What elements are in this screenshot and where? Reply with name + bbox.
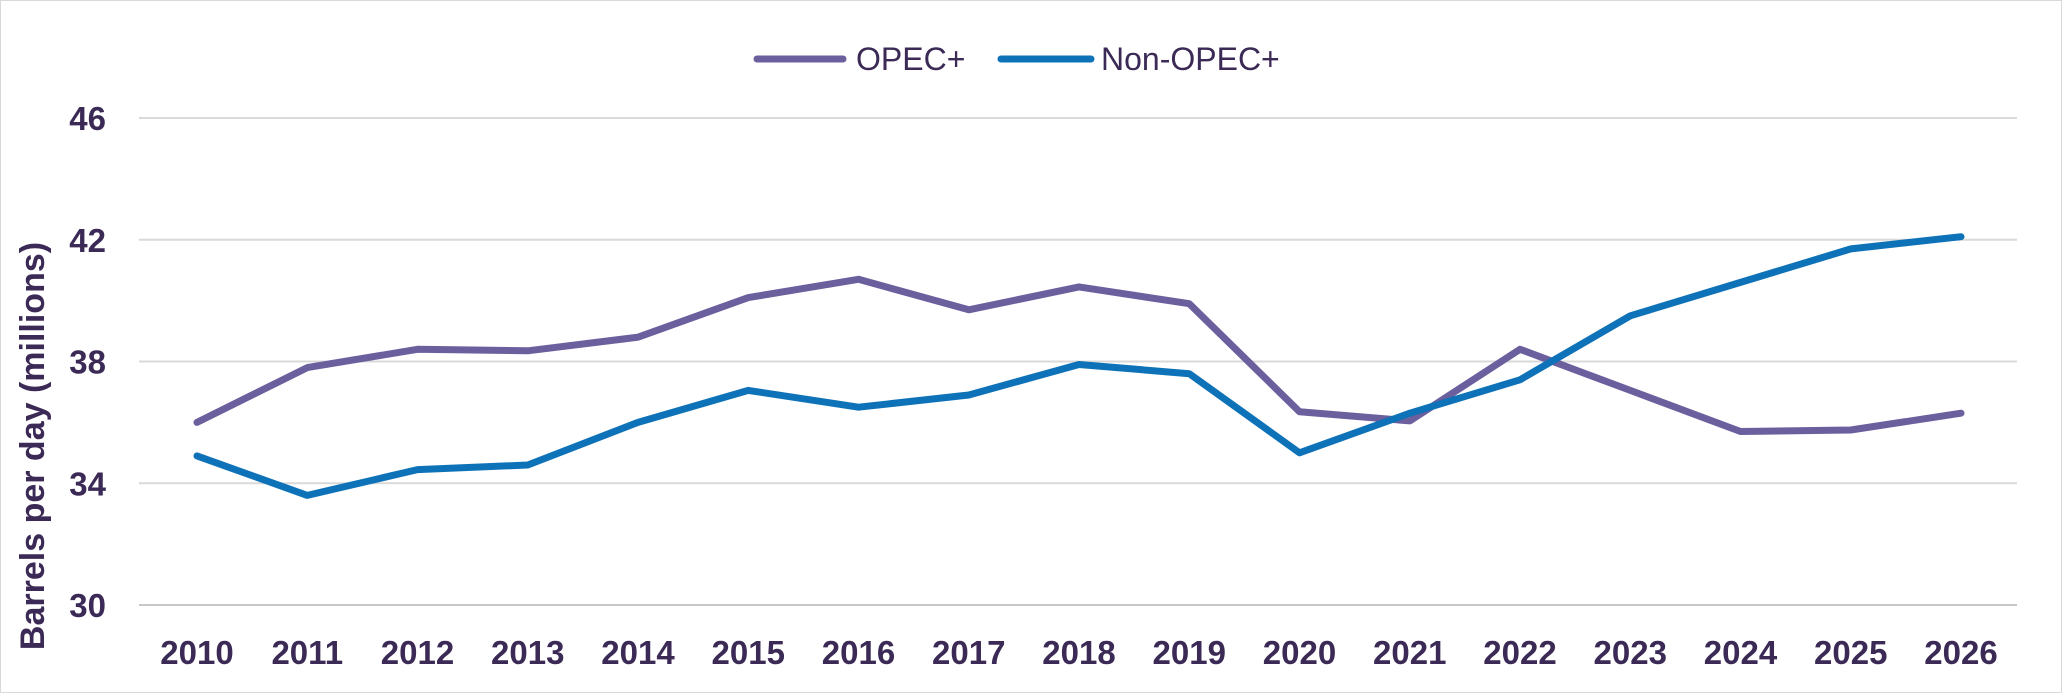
- series-line-non-opec-plus: [193, 233, 1965, 499]
- x-tick-label: 2022: [1483, 634, 1556, 671]
- x-tick-label: 2010: [160, 634, 233, 671]
- y-tick-label: 30: [69, 587, 106, 624]
- y-axis-title: Barrels per day (millions): [14, 242, 52, 650]
- series-lines: [193, 233, 1965, 499]
- y-tick-label: 38: [69, 344, 106, 381]
- x-tick-label: 2026: [1924, 634, 1997, 671]
- y-axis-ticks: 30 34 38 42 46: [69, 100, 106, 624]
- series-line-opec-plus: [193, 275, 1965, 435]
- legend-label-opec-plus: OPEC+: [856, 41, 965, 77]
- x-tick-label: 2013: [491, 634, 564, 671]
- x-tick-label: 2021: [1373, 634, 1446, 671]
- x-tick-label: 2023: [1594, 634, 1667, 671]
- x-tick-label: 2024: [1704, 634, 1778, 671]
- x-tick-label: 2012: [381, 634, 454, 671]
- x-tick-label: 2016: [822, 634, 895, 671]
- y-tick-label: 46: [69, 100, 106, 137]
- x-tick-label: 2025: [1814, 634, 1887, 671]
- x-tick-label: 2018: [1042, 634, 1115, 671]
- x-tick-label: 2017: [932, 634, 1005, 671]
- x-tick-label: 2020: [1263, 634, 1336, 671]
- x-tick-label: 2015: [712, 634, 785, 671]
- y-tick-label: 42: [69, 222, 106, 259]
- x-axis-ticks: 2010 2011 2012 2013 2014 2015 2016 2017 2018 2019…: [160, 634, 1997, 671]
- legend: OPEC+ Non-OPEC+: [753, 41, 1280, 77]
- x-tick-label: 2014: [601, 634, 675, 671]
- y-tick-label: 34: [69, 465, 106, 502]
- legend-label-non-opec-plus: Non-OPEC+: [1101, 41, 1280, 77]
- x-tick-label: 2011: [271, 634, 343, 671]
- x-tick-label: 2019: [1153, 634, 1226, 671]
